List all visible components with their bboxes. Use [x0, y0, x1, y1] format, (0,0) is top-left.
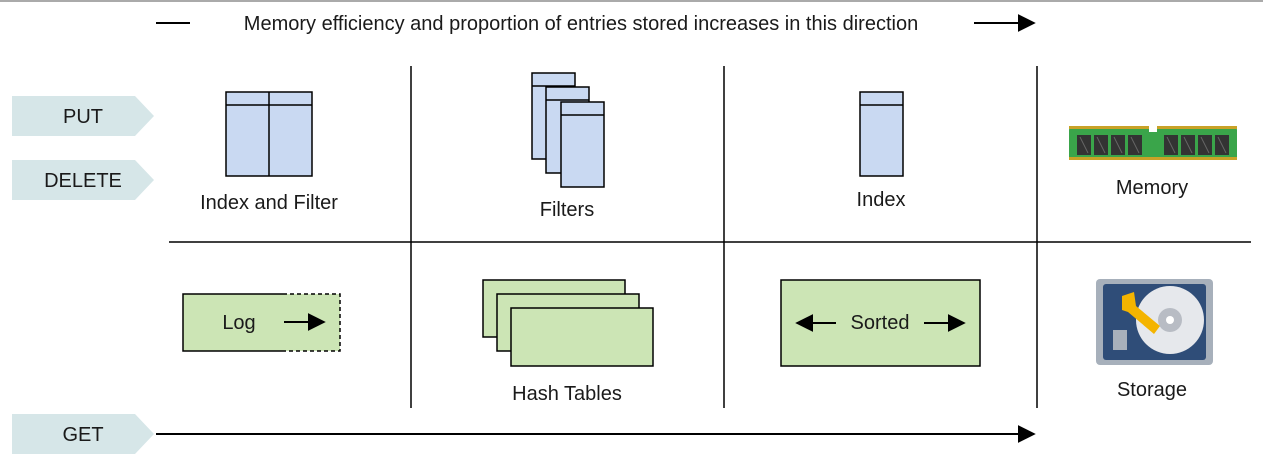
hash-tables-icon	[483, 280, 653, 366]
put-label: PUT	[63, 106, 103, 128]
get-operation: GET	[12, 414, 154, 454]
delete-label: DELETE	[44, 170, 122, 192]
index-label: Index	[857, 189, 906, 211]
filters-icon	[532, 73, 604, 187]
memory-icon	[1069, 126, 1237, 160]
memory-label: Memory	[1116, 177, 1188, 199]
sorted-label: Sorted	[851, 312, 910, 334]
hash-tables-label: Hash Tables	[512, 383, 622, 405]
log-label: Log	[222, 312, 255, 334]
storage-icon	[1096, 279, 1213, 365]
filters-label: Filters	[540, 199, 594, 221]
direction-text: Memory efficiency and proportion of entr…	[244, 13, 918, 35]
storage-label: Storage	[1117, 379, 1187, 401]
log-icon	[183, 294, 340, 351]
delete-operation: DELETE	[12, 160, 154, 200]
index-and-filter-icon	[226, 92, 312, 176]
put-operation: PUT	[12, 96, 154, 136]
get-label: GET	[62, 424, 103, 446]
index-and-filter-label: Index and Filter	[200, 192, 338, 214]
index-icon	[860, 92, 903, 176]
